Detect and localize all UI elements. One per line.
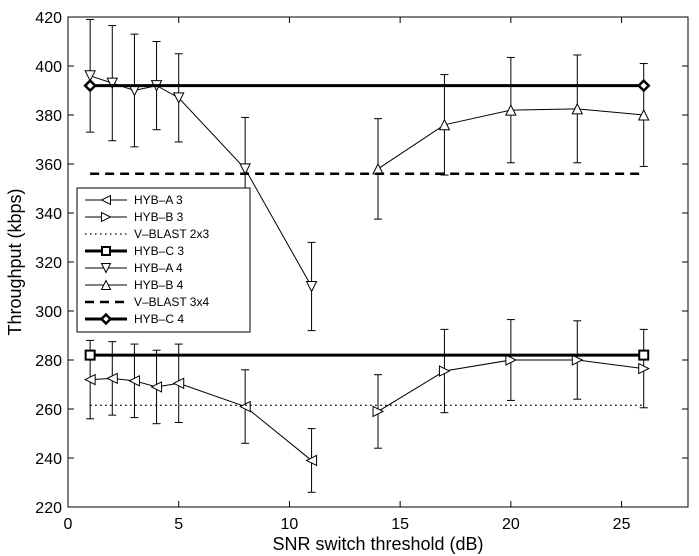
data-point bbox=[638, 349, 650, 361]
legend-item: HYB–B 3 bbox=[85, 210, 184, 224]
legend-item: HYB–A 4 bbox=[85, 261, 183, 275]
data-point bbox=[571, 354, 584, 366]
legend-marker bbox=[101, 246, 111, 256]
y-tick-label: 260 bbox=[35, 402, 62, 419]
data-point bbox=[438, 365, 451, 377]
legend-marker bbox=[101, 211, 112, 223]
y-tick-label: 280 bbox=[35, 353, 62, 370]
data-point bbox=[571, 102, 584, 115]
data-point bbox=[83, 78, 97, 93]
y-tick-label: 240 bbox=[35, 451, 62, 468]
legend-label: HYB–C 4 bbox=[134, 312, 184, 326]
data-point bbox=[239, 400, 251, 413]
series-layer bbox=[83, 18, 651, 493]
ticks-layer: 0 5 10 15 20 25 220 240 260 280 300 320 340 360 380 400… bbox=[35, 10, 688, 533]
legend: HYB–A 3 HYB–B 3 V–BLAST 2x3 HYB–C 3 HYB–A 4 H… bbox=[76, 187, 251, 333]
data-point bbox=[106, 372, 118, 385]
x-tick-label: 5 bbox=[174, 516, 183, 533]
series-3 bbox=[84, 349, 650, 361]
data-point bbox=[84, 349, 96, 361]
legend-item: HYB–B 4 bbox=[85, 278, 184, 292]
data-point bbox=[84, 373, 96, 386]
data-point bbox=[438, 118, 451, 131]
legend-box bbox=[76, 187, 251, 333]
legend-item: HYB–C 4 bbox=[85, 312, 184, 326]
data-point bbox=[505, 103, 517, 116]
data-point bbox=[638, 362, 650, 375]
legend-marker bbox=[100, 194, 111, 206]
y-tick-label: 420 bbox=[35, 10, 62, 27]
x-tick-label: 25 bbox=[613, 516, 631, 533]
y-tick-label: 400 bbox=[35, 59, 62, 76]
legend-item: HYB–A 3 bbox=[85, 193, 183, 207]
data-point bbox=[637, 108, 650, 121]
x-axis-label: SNR switch threshold (dB) bbox=[272, 534, 483, 554]
y-tick-label: 220 bbox=[35, 500, 62, 517]
legend-item: V–BLAST 3x4 bbox=[85, 295, 209, 309]
y-tick-label: 340 bbox=[35, 206, 62, 223]
y-tick-label: 380 bbox=[35, 108, 62, 125]
legend-item: HYB–C 3 bbox=[85, 244, 184, 258]
legend-label: V–BLAST 3x4 bbox=[134, 295, 209, 309]
legend-marker bbox=[100, 263, 112, 274]
y-tick-label: 320 bbox=[35, 255, 62, 272]
data-point bbox=[305, 454, 318, 467]
y-tick-label: 300 bbox=[35, 304, 62, 321]
y-axis-label: Throughput (kbps) bbox=[5, 188, 25, 335]
data-point bbox=[84, 70, 96, 82]
x-tick-label: 10 bbox=[281, 516, 299, 533]
series-7 bbox=[83, 78, 651, 93]
data-point bbox=[239, 163, 251, 176]
legend-label: HYB–C 3 bbox=[134, 244, 184, 258]
legend-marker bbox=[100, 279, 112, 290]
y-tick-label: 360 bbox=[35, 157, 62, 174]
legend-marker bbox=[99, 312, 113, 326]
data-point bbox=[372, 405, 385, 418]
data-point bbox=[305, 281, 318, 293]
legend-item: V–BLAST 2x3 bbox=[85, 227, 209, 241]
data-point bbox=[150, 381, 163, 393]
x-tick-label: 0 bbox=[64, 516, 73, 533]
legend-label: HYB–B 3 bbox=[134, 210, 184, 224]
x-tick-label: 15 bbox=[391, 516, 409, 533]
series-1 bbox=[372, 319, 650, 449]
data-point bbox=[128, 375, 140, 387]
data-point bbox=[636, 78, 651, 93]
legend-label: HYB–A 4 bbox=[134, 261, 183, 275]
legend-label: HYB–A 3 bbox=[134, 193, 183, 207]
x-tick-label: 20 bbox=[502, 516, 520, 533]
data-point bbox=[106, 77, 119, 90]
data-point bbox=[172, 377, 185, 390]
legend-label: V–BLAST 2x3 bbox=[134, 227, 209, 241]
legend-label: HYB–B 4 bbox=[134, 278, 184, 292]
data-point bbox=[505, 354, 517, 366]
data-point bbox=[172, 92, 185, 104]
